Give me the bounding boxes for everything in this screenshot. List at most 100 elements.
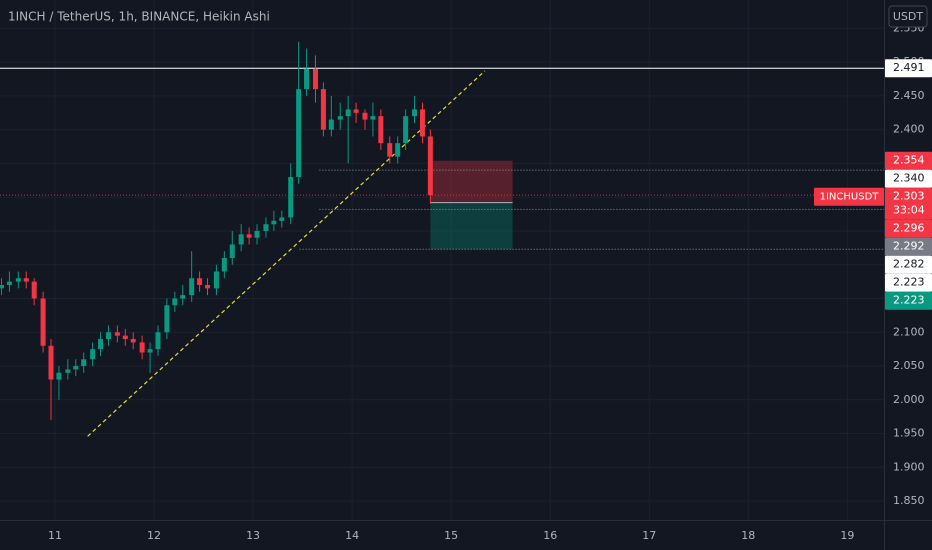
x-tick-label: 18 [741,529,755,542]
candle-body [362,112,368,120]
candle-body [0,284,4,289]
x-tick-label: 15 [444,529,458,542]
candle-body [419,109,425,137]
currency: USDT [893,10,924,23]
candle-body [122,335,128,340]
candle-body [205,284,211,289]
y-tick-label: 2.000 [893,393,925,406]
candle-body [147,349,153,353]
candle-body [229,244,235,258]
candle-body [345,109,351,117]
price-label-box [885,255,932,274]
currency-box[interactable] [888,5,928,28]
chart-title: 1INCH / TetherUS, 1h, BINANCE, Heikin As… [8,10,270,24]
candle-body [213,271,219,289]
symbol-label-box [814,187,884,206]
price-label: 2.303 [893,190,925,203]
y-tick-label: 2.400 [893,123,925,136]
price-label: 2.223 [893,276,925,289]
grid [0,0,884,520]
price-label-box [885,151,932,170]
plot [0,41,884,437]
price-label: 2.491 [893,61,925,74]
price-label-box [885,237,932,256]
candle-body [403,116,409,144]
candle-body [395,143,401,157]
candle-body [23,278,29,282]
candle-body [65,369,71,373]
x-tick-label: 16 [543,529,557,542]
candle-body [164,305,170,333]
candle-body [312,68,318,90]
price-label: 2.223 [893,294,925,307]
candle-body [353,109,359,113]
candle-body [15,278,21,282]
candle-body [73,366,79,370]
candle-body [180,295,186,299]
candle-body [221,257,227,272]
candle-body [246,234,252,238]
x-tick-label: 11 [48,529,62,542]
candle-body [31,281,37,299]
candle-body [172,298,178,306]
candle-body [40,298,46,346]
price-label-box [885,273,932,292]
candle-body [139,342,145,353]
countdown: 33:04 [893,204,925,217]
candle-body [296,89,302,177]
candle-body [130,339,136,343]
candle-body [288,176,294,218]
candle-body [238,234,244,245]
candle-body [337,116,343,120]
candle-body [271,220,277,225]
candle-body [279,217,285,221]
candle-body [197,278,203,285]
x-tick-label: 13 [246,529,260,542]
candle-body [105,332,111,340]
candle-body [48,345,54,380]
price-label: 2.354 [893,154,925,167]
x-tick-label: 14 [345,529,359,542]
candle-body [320,89,326,130]
price-label: 2.340 [893,172,925,185]
target-zone [430,202,513,250]
price-label: 2.296 [893,222,925,235]
price-label: 2.292 [893,240,925,253]
candle-body [370,116,376,120]
candle-body [427,136,433,196]
price-label-box [885,59,932,78]
candle-body [98,339,104,350]
candle-body [189,278,195,296]
candle-body [114,332,120,336]
candle-body [6,281,12,285]
y-tick-label: 1.900 [893,460,925,473]
candle-body [328,119,334,130]
candle-body [56,372,62,380]
y-tick-label: 2.050 [893,359,925,372]
price-label-box [885,219,932,238]
price-label-box [885,291,932,310]
candle-body [90,349,96,360]
candle-body [155,332,161,350]
y-tick-label: 1.850 [893,494,925,507]
trendline [87,70,486,437]
candle-body [378,116,384,144]
candle-body [263,224,269,231]
x-tick-label: 17 [642,529,656,542]
candle-body [254,230,260,238]
candle-body [387,143,393,157]
price-label-box [885,169,932,188]
candle-body [412,109,418,117]
y-tick-label: 2.450 [893,89,925,102]
y-tick-label: 1.950 [893,427,925,440]
candle-body [81,359,87,367]
candle-body [304,68,310,90]
price-label-box [885,187,932,220]
y-tick-label: 2.100 [893,325,925,338]
price-label: 2.282 [893,258,925,271]
stop-zone [430,160,513,203]
axis: 1.8501.9001.9502.0002.0502.1002.1502.200… [48,21,932,542]
x-tick-label: 12 [147,529,161,542]
